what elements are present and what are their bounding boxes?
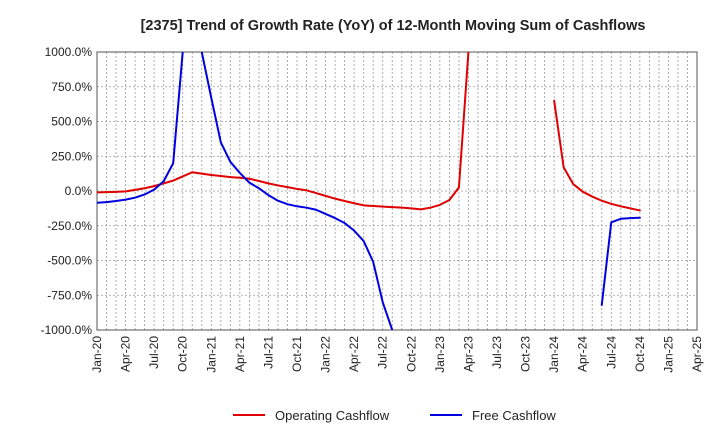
y-tick-label: -500.0% (47, 254, 92, 268)
x-tick-label: Jul-22 (376, 336, 390, 369)
series-line (200, 52, 394, 330)
y-tick-label: 250.0% (51, 149, 92, 163)
axis-layer: 1000.0% 750.0% 500.0% 250.0% 0.0% -250.0% -500… (41, 45, 704, 373)
x-tick-label: Jan-22 (319, 336, 333, 373)
legend-label: Operating Cashflow (275, 408, 390, 423)
series-free-cashflow (97, 52, 641, 330)
y-tick-label: 750.0% (51, 80, 92, 94)
y-tick-label: 1000.0% (45, 45, 93, 59)
legend-item: Free Cashflow (430, 408, 556, 423)
legend-label: Free Cashflow (472, 408, 556, 423)
x-tick-label: Jan-24 (547, 336, 561, 373)
x-tick-label: Apr-22 (347, 336, 361, 372)
y-tick-label: 0.0% (65, 184, 93, 198)
series-layer (97, 52, 641, 330)
x-tick-label: Oct-24 (633, 336, 647, 372)
legend: Operating Cashflow Free Cashflow (233, 408, 556, 423)
y-tick-label: -1000.0% (41, 323, 93, 337)
series-line (600, 216, 641, 306)
series-line (97, 52, 184, 204)
chart-title: [2375] Trend of Growth Rate (YoY) of 12-… (141, 18, 646, 34)
x-tick-label: Apr-25 (690, 336, 704, 372)
y-tick-label: 500.0% (51, 115, 92, 129)
x-tick-label: Jul-21 (261, 336, 275, 369)
x-tick-label: Oct-20 (176, 336, 190, 372)
x-tick-label: Jan-20 (90, 336, 104, 373)
x-tick-label: Oct-23 (519, 336, 533, 372)
plot-frame (96, 51, 698, 331)
x-tick-label: Jul-20 (147, 336, 161, 369)
x-tick-label: Jan-21 (204, 336, 218, 373)
x-tick-label: Apr-20 (119, 336, 133, 372)
x-tick-label: Oct-21 (290, 336, 304, 372)
y-tick-label: -750.0% (47, 288, 92, 302)
x-tick-label: Oct-22 (404, 336, 418, 372)
x-tick-label: Jul-23 (490, 336, 504, 369)
y-tick-label: -250.0% (47, 219, 92, 233)
x-tick-label: Jul-24 (604, 336, 618, 369)
legend-item: Operating Cashflow (233, 408, 390, 423)
x-tick-label: Apr-24 (576, 336, 590, 372)
x-tick-label: Jan-23 (433, 336, 447, 373)
x-tick-label: Apr-21 (233, 336, 247, 372)
series-line (553, 99, 641, 212)
x-tick-label: Jan-25 (661, 336, 675, 373)
x-tick-label: Apr-23 (461, 336, 475, 372)
grid-layer (96, 51, 698, 331)
